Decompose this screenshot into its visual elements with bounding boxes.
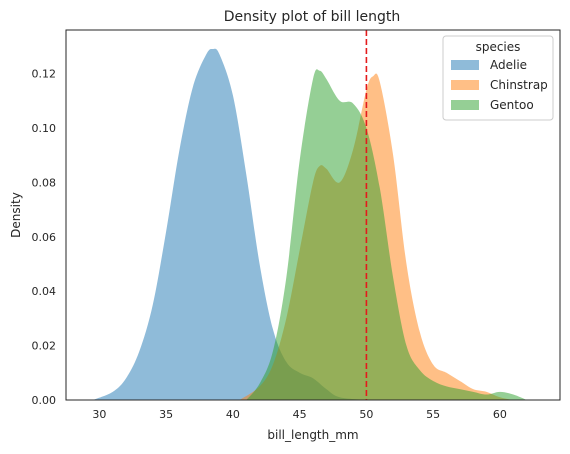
legend-label-chinstrap: Chinstrap xyxy=(490,78,548,92)
legend-title: species xyxy=(476,40,521,54)
legend-swatch-chinstrap xyxy=(451,80,479,90)
x-tick-label: 50 xyxy=(359,408,373,421)
y-axis-ticks: 0.00 0.02 0.04 0.06 0.08 0.10 0.12 xyxy=(32,68,57,407)
density-area-adelie xyxy=(92,48,367,401)
y-tick-label: 0.00 xyxy=(32,394,57,407)
legend-label-adelie: Adelie xyxy=(490,58,527,72)
x-axis-ticks: 30 35 40 45 50 55 60 xyxy=(92,408,507,421)
x-tick-label: 40 xyxy=(226,408,240,421)
y-axis-label: Density xyxy=(9,192,23,238)
x-axis-label: bill_length_mm xyxy=(267,428,358,442)
plot-frame xyxy=(65,29,561,401)
legend-items: Adelie Chinstrap Gentoo xyxy=(451,58,548,112)
y-tick-label: 0.02 xyxy=(32,340,57,353)
x-tick-label: 55 xyxy=(426,408,440,421)
y-tick-label: 0.06 xyxy=(32,231,57,244)
legend-swatch-gentoo xyxy=(451,100,479,110)
y-tick-label: 0.10 xyxy=(32,122,57,135)
x-tick-label: 45 xyxy=(293,408,307,421)
y-tick-label: 0.04 xyxy=(32,285,57,298)
x-tick-label: 60 xyxy=(493,408,507,421)
density-areas xyxy=(92,48,527,401)
legend-box xyxy=(442,35,554,121)
x-tick-label: 30 xyxy=(92,408,106,421)
x-tick-label: 35 xyxy=(159,408,173,421)
y-tick-label: 0.08 xyxy=(32,176,57,189)
legend-swatch-adelie xyxy=(451,60,479,70)
legend: species Adelie Chinstrap Gentoo xyxy=(442,35,554,121)
density-area-gentoo xyxy=(246,69,527,400)
chart-title: Density plot of bill length xyxy=(224,9,401,25)
legend-label-gentoo: Gentoo xyxy=(490,98,534,112)
y-tick-label: 0.12 xyxy=(32,68,57,81)
